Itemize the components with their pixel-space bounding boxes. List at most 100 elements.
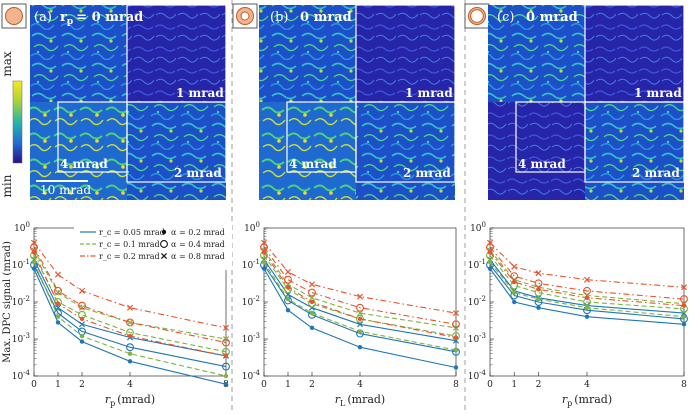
data-point bbox=[260, 239, 268, 246]
data-point bbox=[285, 285, 291, 290]
data-point bbox=[222, 362, 230, 371]
data-point bbox=[356, 303, 364, 312]
data-point bbox=[285, 308, 291, 313]
y-tick-label: 10-1 bbox=[12, 258, 30, 271]
legend-marker-label: α = 0.4 mrad bbox=[171, 240, 225, 249]
series-path bbox=[489, 255, 685, 310]
data-point bbox=[356, 321, 364, 328]
series-path bbox=[263, 259, 457, 342]
x-tick-label: 2 bbox=[79, 380, 85, 390]
series-line bbox=[31, 266, 229, 387]
x-tick-label: 4 bbox=[357, 380, 363, 390]
data-point bbox=[284, 275, 292, 284]
series-line bbox=[487, 266, 687, 327]
data-point bbox=[534, 279, 543, 288]
data-point bbox=[222, 324, 230, 331]
data-point bbox=[452, 320, 460, 329]
x-tick-label: 8 bbox=[453, 380, 459, 390]
data-point bbox=[486, 239, 494, 246]
data-point bbox=[681, 303, 687, 308]
legend-line-label: r_c = 0.2 mrad bbox=[99, 252, 160, 261]
data-point bbox=[308, 281, 316, 288]
quad-label-2: 2 mrad bbox=[174, 166, 222, 180]
data-point bbox=[31, 250, 37, 255]
x-axis-label: rp (mrad) bbox=[562, 393, 612, 408]
y-axis-label: Max. DPC signal (mrad) bbox=[2, 241, 13, 363]
svg-text:rp= 0 mrad: rp = 0 mrad bbox=[60, 10, 143, 27]
data-point bbox=[536, 287, 541, 292]
quad-label-1: 1 mrad bbox=[176, 86, 224, 100]
series-line bbox=[260, 243, 460, 329]
quad-label-1: 1 mrad bbox=[405, 86, 453, 100]
data-point bbox=[584, 295, 590, 300]
data-point bbox=[308, 304, 316, 311]
data-point bbox=[78, 321, 86, 328]
y-tick-label: 10-4 bbox=[242, 369, 261, 382]
x-tick-label: 2 bbox=[309, 380, 315, 390]
data-point bbox=[357, 316, 363, 322]
data-point bbox=[357, 345, 363, 350]
series-line bbox=[487, 250, 687, 308]
plot-2: 10-4 10-3 10-2 10-1 100 0 1 2 4 8 rL (mrad) bbox=[242, 221, 460, 408]
quad-label-4: 4 mrad bbox=[60, 157, 108, 171]
data-point bbox=[681, 322, 687, 327]
data-point bbox=[79, 339, 85, 344]
x-tick-label: 4 bbox=[584, 380, 590, 390]
series-path bbox=[263, 249, 457, 329]
rp-value: 0 mrad bbox=[300, 10, 352, 25]
data-point bbox=[536, 296, 541, 302]
data-point bbox=[453, 335, 459, 340]
data-point bbox=[78, 304, 86, 311]
series-path bbox=[489, 246, 685, 300]
x-tick-label: 0 bbox=[487, 380, 493, 390]
ring-thin-icon bbox=[464, 3, 490, 29]
legend-marker-label: α = 0.8 mrad bbox=[171, 252, 225, 261]
series-path bbox=[33, 255, 227, 353]
panel-letter: (c) bbox=[497, 10, 514, 25]
series-line bbox=[260, 239, 460, 317]
colorbar-min-label: min bbox=[0, 174, 14, 197]
data-point bbox=[584, 305, 590, 310]
data-point bbox=[680, 295, 688, 304]
rp-subscript: p bbox=[67, 17, 73, 27]
series-line bbox=[261, 259, 459, 353]
series-path bbox=[33, 247, 227, 344]
data-point bbox=[486, 243, 494, 252]
data-point bbox=[487, 250, 493, 255]
data-point bbox=[79, 333, 85, 339]
x-axis-label: rL (mrad) bbox=[335, 393, 385, 408]
y-tick-label: 100 bbox=[470, 221, 486, 234]
series-line bbox=[486, 243, 688, 304]
data-point bbox=[453, 365, 459, 370]
data-point bbox=[309, 325, 315, 331]
x-axis-label: rp (mrad) bbox=[105, 393, 155, 408]
data-point bbox=[584, 314, 590, 319]
legend-line-label: r_c = 0.1 mrad bbox=[99, 240, 160, 249]
data-point bbox=[512, 299, 517, 305]
x-tick-label: 1 bbox=[55, 380, 61, 390]
series-path bbox=[489, 249, 685, 305]
y-tick-label: 10-3 bbox=[242, 332, 260, 345]
data-point bbox=[127, 351, 133, 356]
series-line bbox=[30, 251, 230, 356]
data-point bbox=[487, 259, 493, 265]
series-path bbox=[33, 264, 227, 368]
series-line bbox=[31, 250, 229, 359]
data-point bbox=[284, 268, 292, 275]
data-point bbox=[261, 250, 267, 255]
filled-circle-icon bbox=[1, 3, 27, 29]
y-tick-label: 10-4 bbox=[12, 369, 31, 382]
panel-letter: (a) bbox=[34, 10, 52, 25]
y-tick-label: 100 bbox=[14, 221, 30, 234]
x-tick-label: 0 bbox=[261, 380, 267, 390]
series-line bbox=[486, 239, 688, 291]
legend: r_c = 0.05 mrad r_c = 0.1 mrad r_c = 0.2 m… bbox=[74, 224, 232, 270]
data-point bbox=[30, 239, 38, 246]
data-point bbox=[55, 320, 61, 325]
data-point bbox=[54, 304, 62, 311]
data-point bbox=[127, 359, 133, 364]
data-point bbox=[536, 305, 541, 310]
plot-3: 10-4 10-3 10-2 10-1 100 0 1 2 4 8 rp (mrad) bbox=[468, 221, 688, 408]
image-panel-b: (b) 0 mrad 1 mrad 4 mrad 2 mrad bbox=[259, 4, 456, 200]
colorbar-max-label: max bbox=[0, 51, 14, 77]
